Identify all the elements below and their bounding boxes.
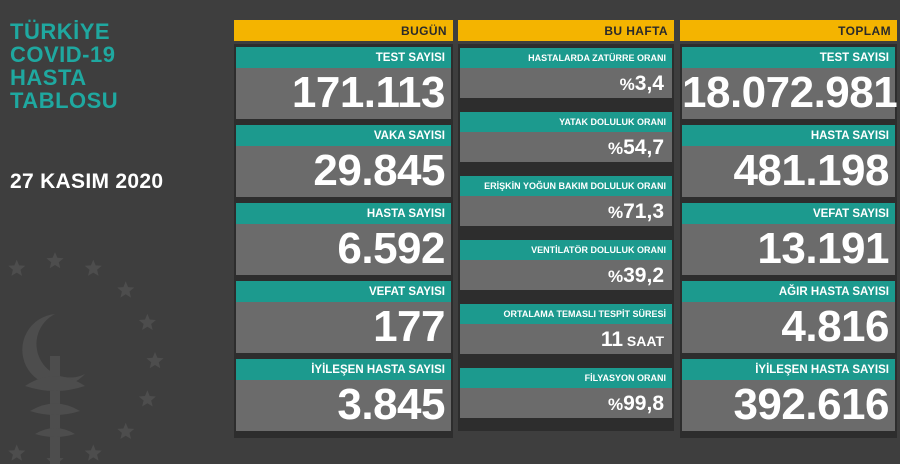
total-severe-card: AĞIR HASTA SAYISI 4.816 xyxy=(682,281,895,353)
week-column: BU HAFTA HASTALARDA ZATÜRRE ORANI %3,4 Y… xyxy=(458,20,674,431)
title-line-3: HASTA xyxy=(10,65,87,90)
card-value: %39,2 xyxy=(460,260,672,290)
emblem-star xyxy=(84,259,102,276)
card-label: YATAK DOLULUK ORANI xyxy=(460,112,672,132)
total-header: TOPLAM xyxy=(680,20,897,41)
card-label: İYİLEŞEN HASTA SAYISI xyxy=(682,359,895,380)
card-value: %3,4 xyxy=(460,68,672,98)
today-case-card: VAKA SAYISI 29.845 xyxy=(236,125,451,197)
card-value: %71,3 xyxy=(460,196,672,226)
today-header: BUGÜN xyxy=(234,20,453,41)
card-label: İYİLEŞEN HASTA SAYISI xyxy=(236,359,451,380)
card-value: 11 SAAT xyxy=(460,324,672,354)
emblem-star xyxy=(146,352,164,369)
card-label: FİLYASYON ORANI xyxy=(460,368,672,388)
emblem-star xyxy=(117,281,135,298)
card-value: %99,8 xyxy=(460,388,672,418)
card-label: VEFAT SAYISI xyxy=(682,203,895,224)
card-label: AĞIR HASTA SAYISI xyxy=(682,281,895,302)
today-test-card: TEST SAYISI 171.113 xyxy=(236,47,451,119)
week-pneumonia-card: HASTALARDA ZATÜRRE ORANI %3,4 xyxy=(460,48,672,98)
week-icu-card: ERİŞKİN YOĞUN BAKIM DOLULUK ORANI %71,3 xyxy=(460,176,672,226)
title-line-2: COVID-19 xyxy=(10,42,116,67)
today-recovered-card: İYİLEŞEN HASTA SAYISI 3.845 xyxy=(236,359,451,431)
card-value: 177 xyxy=(236,302,451,353)
week-bed-card: YATAK DOLULUK ORANI %54,7 xyxy=(460,112,672,162)
emblem-star xyxy=(8,259,26,276)
emblem-star xyxy=(138,390,156,407)
card-value: 392.616 xyxy=(682,380,895,431)
card-label: TEST SAYISI xyxy=(682,47,895,68)
total-column: TOPLAM TEST SAYISI 18.072.981 HASTA SAYI… xyxy=(680,20,898,438)
card-value: 6.592 xyxy=(236,224,451,275)
card-label: VENTİLATÖR DOLULUK ORANI xyxy=(460,240,672,260)
card-value: 13.191 xyxy=(682,224,895,275)
total-cards: TEST SAYISI 18.072.981 HASTA SAYISI 481.… xyxy=(680,44,898,438)
card-label: ERİŞKİN YOĞUN BAKIM DOLULUK ORANI xyxy=(460,176,672,196)
card-label: HASTA SAYISI xyxy=(682,125,895,146)
week-header: BU HAFTA xyxy=(458,20,674,41)
emblem-star xyxy=(117,422,135,439)
card-label: ORTALAMA TEMASLI TESPİT SÜRESİ xyxy=(460,304,672,324)
card-value: 3.845 xyxy=(236,380,451,431)
card-label: HASTA SAYISI xyxy=(236,203,451,224)
today-death-card: VEFAT SAYISI 177 xyxy=(236,281,451,353)
today-column: BUGÜN TEST SAYISI 171.113 VAKA SAYISI 29… xyxy=(234,20,453,438)
emblem-star xyxy=(8,444,26,461)
title-line-4: TABLOSU xyxy=(10,88,119,113)
card-value: 29.845 xyxy=(236,146,451,197)
emblem-star xyxy=(138,313,156,330)
card-value: 171.113 xyxy=(236,68,451,119)
week-cards: HASTALARDA ZATÜRRE ORANI %3,4 YATAK DOLU… xyxy=(458,44,674,431)
week-ventilator-card: VENTİLATÖR DOLULUK ORANI %39,2 xyxy=(460,240,672,290)
card-value: %54,7 xyxy=(460,132,672,162)
emblem-star xyxy=(46,252,64,269)
card-label: HASTALARDA ZATÜRRE ORANI xyxy=(460,48,672,68)
today-patient-card: HASTA SAYISI 6.592 xyxy=(236,203,451,275)
week-filiation-card: FİLYASYON ORANI %99,8 xyxy=(460,368,672,418)
emblem-star xyxy=(84,444,102,461)
page-title: TÜRKİYE COVID-19 HASTA TABLOSU xyxy=(10,20,210,112)
card-value: 481.198 xyxy=(682,146,895,197)
card-value: 4.816 xyxy=(682,302,895,353)
total-recovered-card: İYİLEŞEN HASTA SAYISI 392.616 xyxy=(682,359,895,431)
week-contact-time-card: ORTALAMA TEMASLI TESPİT SÜRESİ 11 SAAT xyxy=(460,304,672,354)
title-line-1: TÜRKİYE xyxy=(10,19,111,44)
card-label: VAKA SAYISI xyxy=(236,125,451,146)
ministry-of-health-emblem-icon xyxy=(8,252,164,464)
report-date: 27 KASIM 2020 xyxy=(10,170,164,193)
total-death-card: VEFAT SAYISI 13.191 xyxy=(682,203,895,275)
card-label: VEFAT SAYISI xyxy=(236,281,451,302)
total-test-card: TEST SAYISI 18.072.981 xyxy=(682,47,898,119)
total-patient-card: HASTA SAYISI 481.198 xyxy=(682,125,895,197)
card-value: 18.072.981 xyxy=(682,68,898,119)
today-cards: TEST SAYISI 171.113 VAKA SAYISI 29.845 H… xyxy=(234,44,453,438)
card-label: TEST SAYISI xyxy=(236,47,451,68)
